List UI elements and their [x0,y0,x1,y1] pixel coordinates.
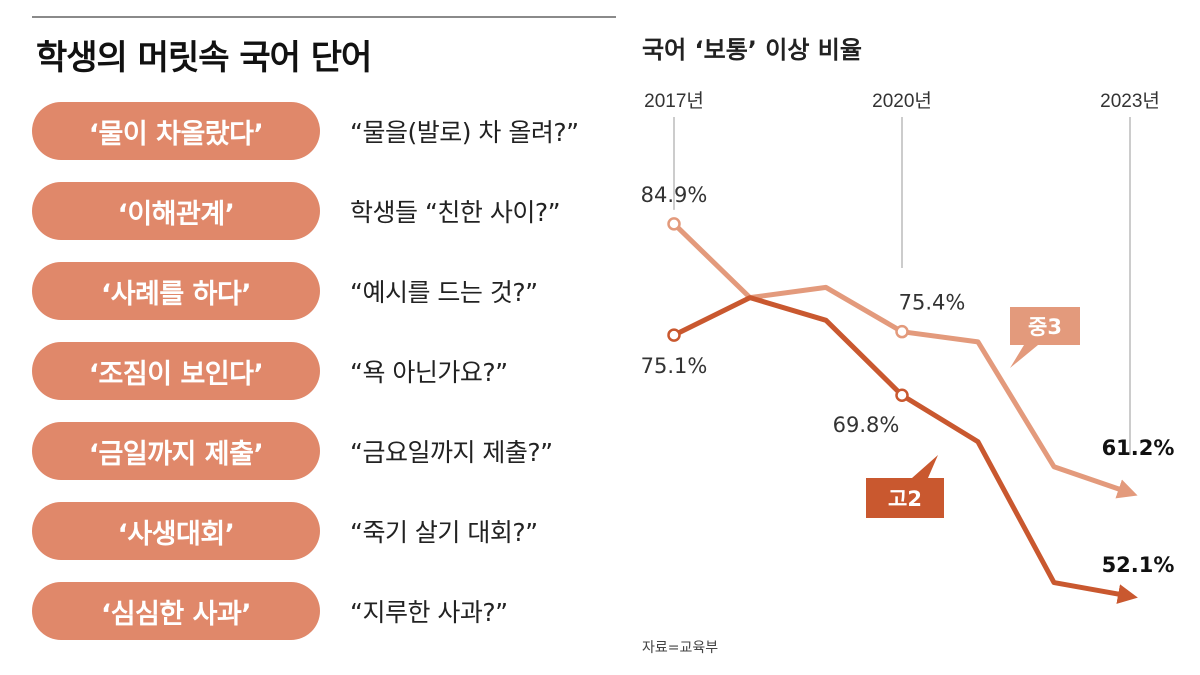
term-meaning: “죽기 살기 대회?” [350,518,538,547]
data-point-marker [895,388,909,402]
data-point-marker [667,328,681,342]
term-row: ‘사례를 하다’ “예시를 드는 것?” [32,262,632,320]
x-tick-label: 2020년 [872,90,932,112]
data-label: 75.1% [641,354,708,378]
data-label: 61.2% [1102,436,1175,460]
data-label: 84.9% [641,183,708,207]
term-pill: ‘이해관계’ [32,182,320,240]
data-label: 52.1% [1102,553,1175,577]
term-pill: ‘물이 차올랐다’ [32,102,320,160]
term-row: ‘조짐이 보인다’ “욕 아닌가요?” [32,342,632,400]
term-meaning: “금요일까지 제출?” [350,438,553,467]
data-label: 69.8% [833,413,900,437]
term-row: ‘이해관계’ 학생들 “친한 사이?” [32,182,632,240]
x-tick-label: 2023년 [1100,90,1160,112]
term-row: ‘사생대회’ “죽기 살기 대회?” [32,502,632,560]
source-note: 자료=교육부 [642,640,719,656]
series-tag-middle-school-box [1010,307,1080,368]
data-point-marker [667,217,681,231]
term-meaning: “물을(발로) 차 올려?” [350,118,579,147]
left-panel-title: 학생의 머릿속 국어 단어 [36,38,372,78]
term-pill: ‘사례를 하다’ [32,262,320,320]
term-meaning: “지루한 사과?” [350,598,508,627]
data-point-marker [895,324,909,339]
chart-title: 국어 ‘보통’ 이상 비율 [642,36,862,64]
term-pill: ‘사생대회’ [32,502,320,560]
term-pill: ‘금일까지 제출’ [32,422,320,480]
series-tag-high-school-label: 고2 [888,487,922,511]
term-meaning: 학생들 “친한 사이?” [350,198,561,227]
series-tag-high-school-box [866,455,944,518]
term-pill: ‘심심한 사과’ [32,582,320,640]
term-pill: ‘조짐이 보인다’ [32,342,320,400]
term-row: ‘물이 차올랐다’ “물을(발로) 차 올려?” [32,102,632,160]
term-row: ‘심심한 사과’ “지루한 사과?” [32,582,632,640]
term-meaning: “예시를 드는 것?” [350,278,538,307]
x-tick-label: 2017년 [644,90,704,112]
term-meaning: “욕 아닌가요?” [350,358,508,387]
series-tag-middle-school-label: 중3 [1028,315,1062,339]
term-row: ‘금일까지 제출’ “금요일까지 제출?” [32,422,632,480]
top-divider [32,16,616,18]
data-label: 75.4% [899,291,966,315]
